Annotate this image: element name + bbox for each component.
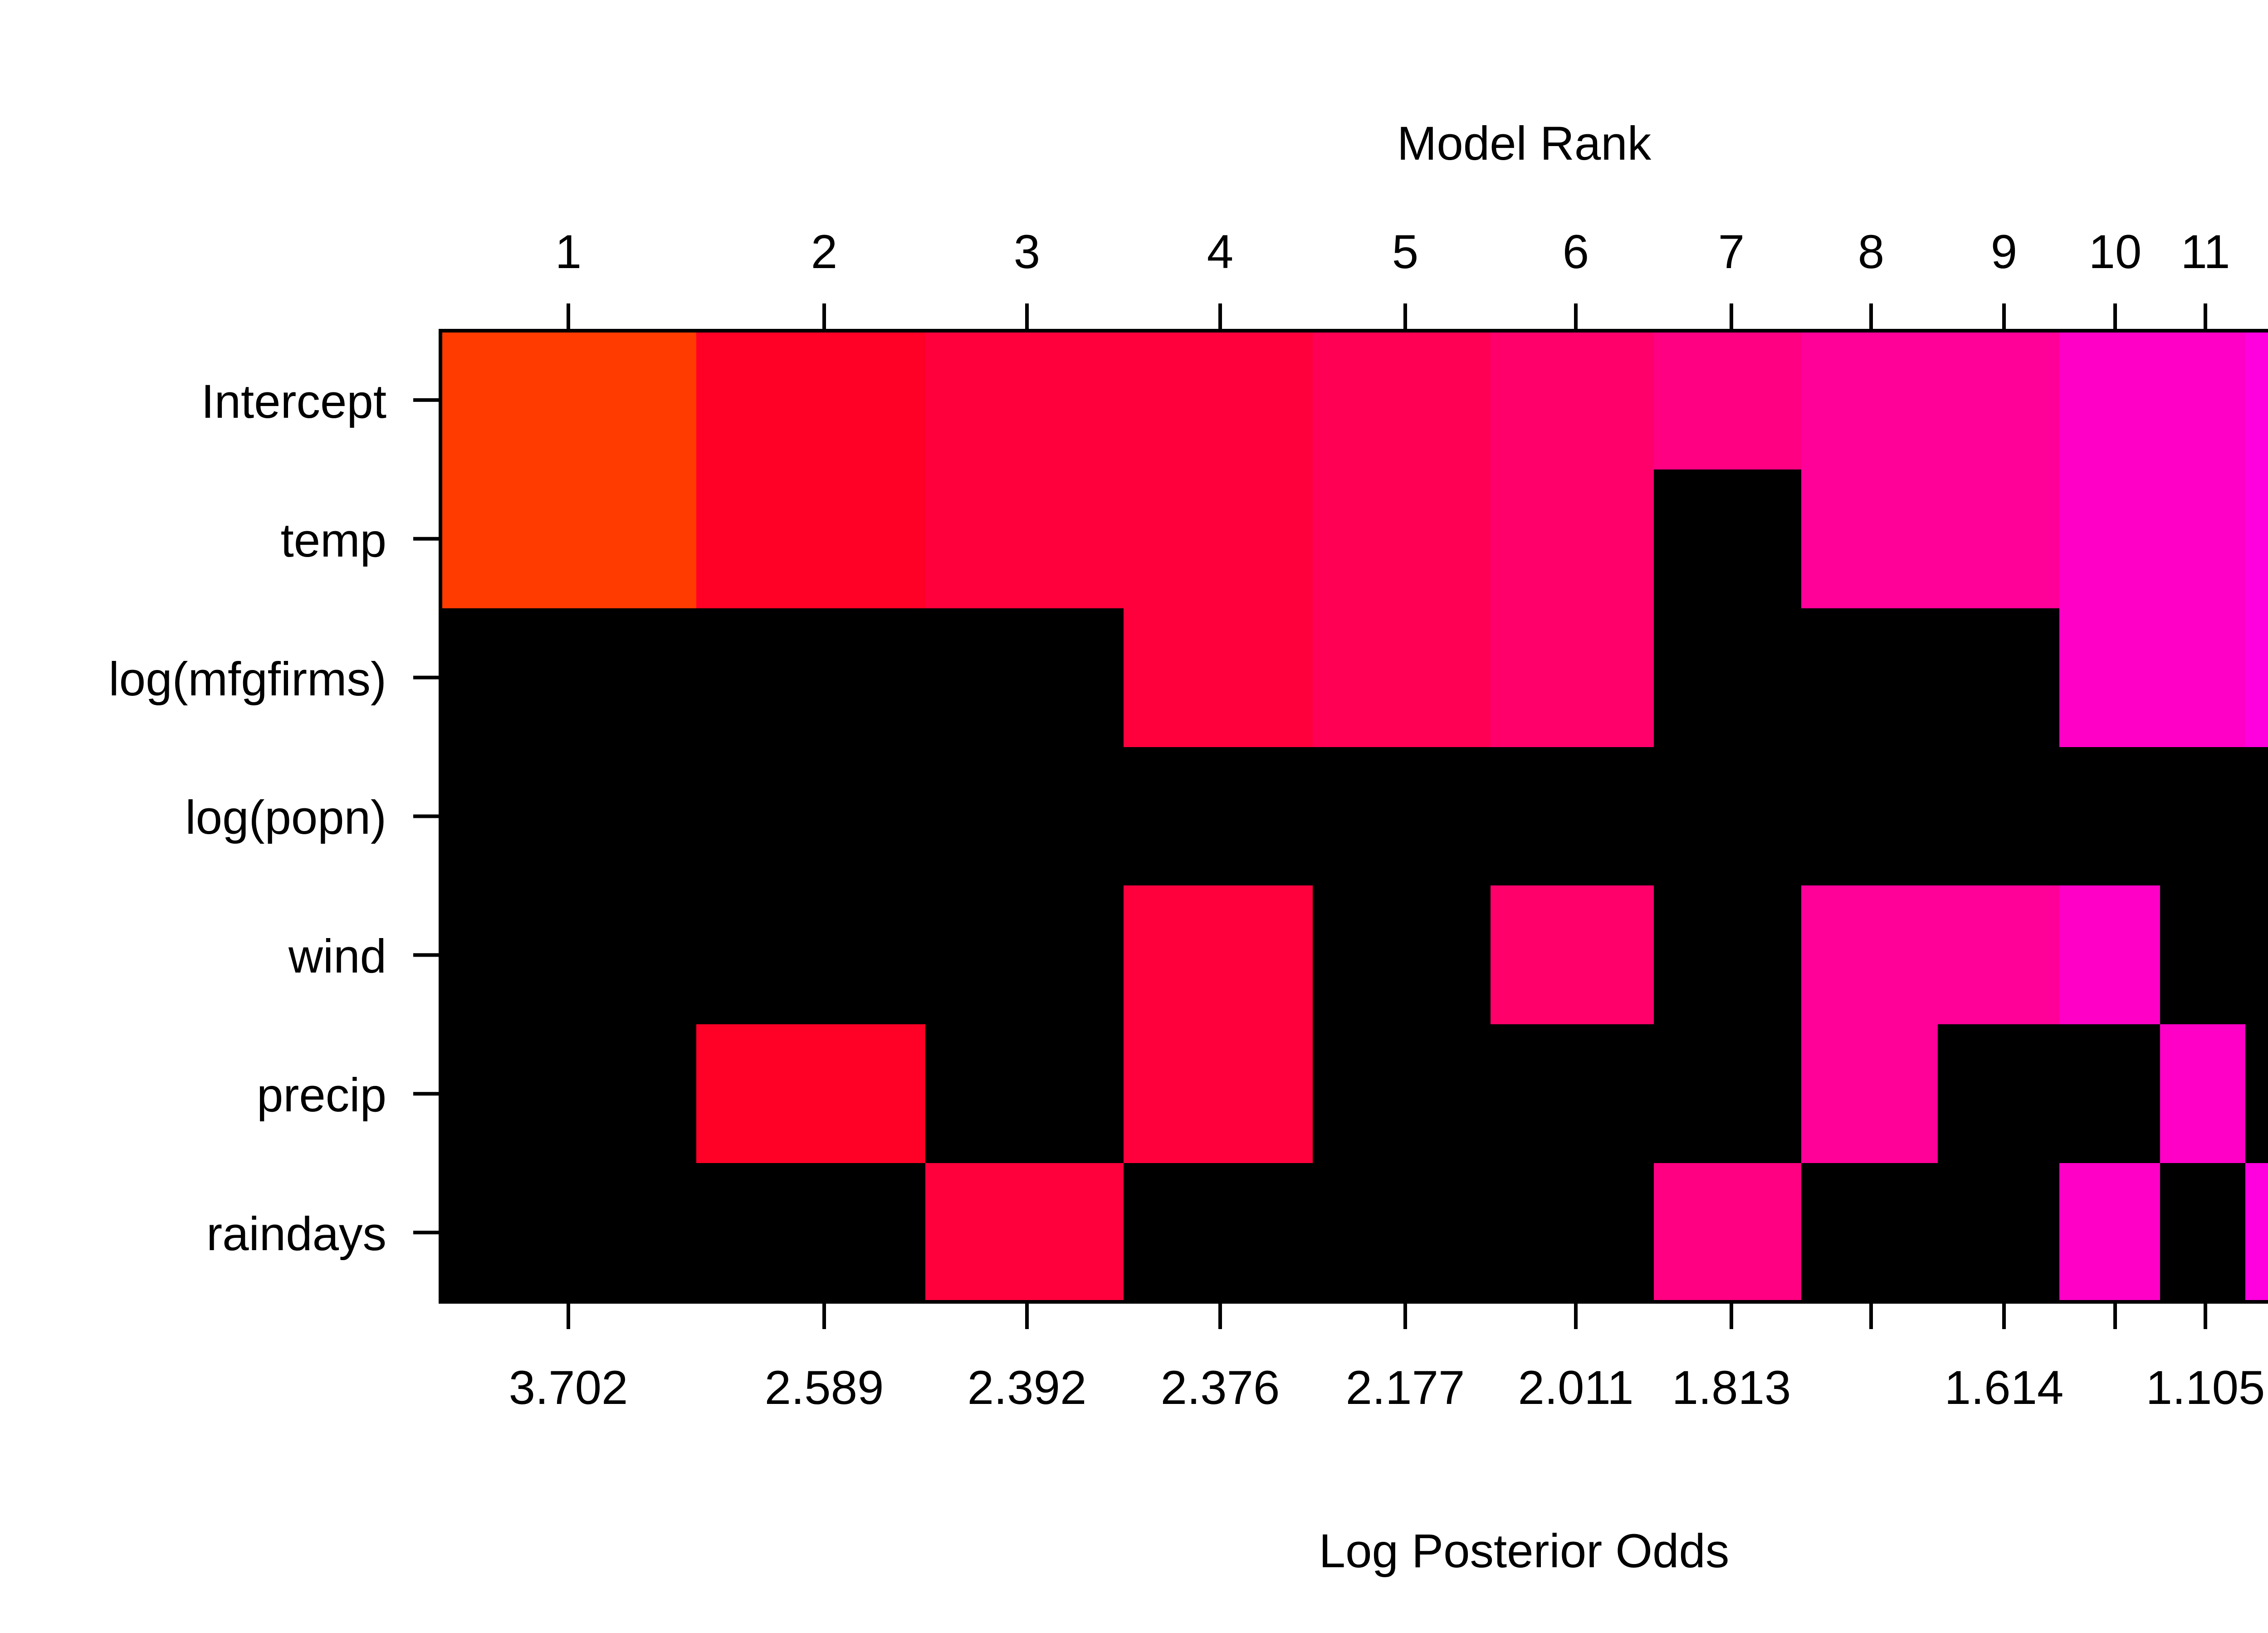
- svg-text:11: 11: [2181, 225, 2230, 279]
- svg-text:Log Posterior Odds: Log Posterior Odds: [1319, 1525, 1730, 1578]
- svg-text:4: 4: [1207, 225, 1233, 279]
- svg-text:10: 10: [2089, 225, 2142, 279]
- svg-text:5: 5: [1392, 225, 1418, 279]
- svg-text:9: 9: [1991, 225, 2017, 279]
- svg-text:1.105: 1.105: [2146, 1361, 2265, 1414]
- svg-text:2: 2: [811, 225, 837, 279]
- svg-text:1.614: 1.614: [1945, 1361, 2064, 1414]
- svg-text:6: 6: [1563, 225, 1589, 279]
- svg-text:8: 8: [1858, 225, 1884, 279]
- svg-text:wind: wind: [288, 930, 386, 983]
- svg-text:3.702: 3.702: [509, 1361, 628, 1414]
- svg-text:raindays: raindays: [206, 1208, 386, 1261]
- svg-text:1: 1: [555, 225, 582, 279]
- svg-text:7: 7: [1718, 225, 1745, 279]
- svg-text:2.589: 2.589: [765, 1361, 884, 1414]
- svg-text:log(popn): log(popn): [185, 791, 386, 844]
- svg-text:2.392: 2.392: [968, 1361, 1087, 1414]
- svg-text:Intercept: Intercept: [201, 375, 386, 428]
- svg-text:temp: temp: [281, 514, 386, 567]
- svg-text:2.011: 2.011: [1518, 1361, 1634, 1414]
- svg-text:2.177: 2.177: [1346, 1361, 1465, 1414]
- svg-text:1.813: 1.813: [1672, 1361, 1791, 1414]
- svg-text:Model Rank: Model Rank: [1397, 117, 1652, 170]
- svg-text:2.376: 2.376: [1161, 1361, 1280, 1414]
- svg-text:3: 3: [1014, 225, 1040, 279]
- svg-text:log(mfgfirms): log(mfgfirms): [108, 653, 386, 706]
- svg-text:precip: precip: [257, 1069, 386, 1122]
